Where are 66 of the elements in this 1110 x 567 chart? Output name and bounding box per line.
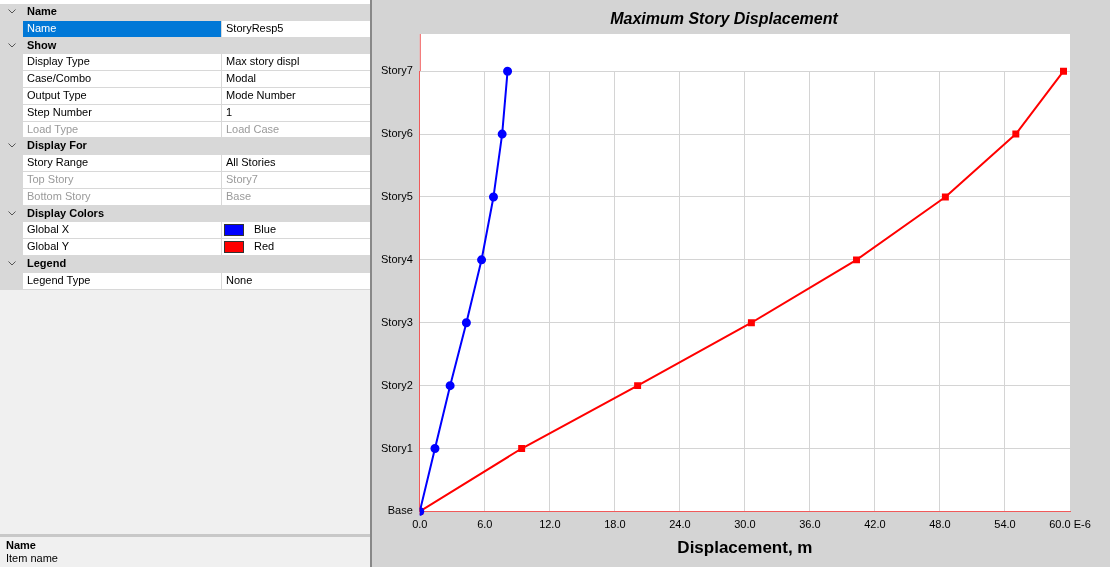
- text: Case/Combo: [27, 72, 92, 85]
- text: Name: [27, 5, 57, 17]
- text: 1: [226, 105, 233, 118]
- x-tick-label: 60.0 E-6: [1049, 518, 1091, 531]
- text: StoryResp5: [226, 21, 284, 34]
- text: Bottom Story: [27, 189, 91, 202]
- text: Display Type: [27, 55, 90, 68]
- text: Story Range: [27, 156, 89, 169]
- y-tick-label: Story4: [380, 252, 413, 265]
- x-tick-label: 24.0: [669, 518, 691, 531]
- y-tick-label: Story6: [380, 127, 413, 140]
- text: Max story displ: [226, 55, 300, 68]
- text: Legend: [27, 257, 67, 269]
- point: [461, 318, 471, 328]
- text: Item name: [6, 552, 58, 564]
- point: [488, 192, 498, 202]
- point: [503, 66, 513, 76]
- y-tick-label: Story7: [380, 64, 413, 77]
- text: Legend Type: [27, 273, 91, 286]
- text: Show: [27, 38, 57, 51]
- text: Top Story: [27, 173, 74, 185]
- text: None: [226, 273, 253, 286]
- y-tick-label: Story2: [380, 378, 413, 391]
- text: Story7: [226, 173, 258, 185]
- text: Output Type: [27, 89, 87, 101]
- text: Red: [254, 240, 275, 253]
- text: Mode Number: [226, 89, 296, 101]
- point: [1060, 67, 1067, 75]
- x-tick-label: 36.0: [799, 518, 821, 531]
- point: [853, 256, 860, 264]
- point: [1012, 130, 1020, 138]
- y-tick-label: Story1: [380, 441, 413, 454]
- y-tick-label: Story3: [380, 315, 413, 328]
- point: [477, 255, 487, 265]
- text: Global X: [27, 223, 70, 236]
- text: Name: [27, 21, 57, 34]
- text: Name: [6, 539, 36, 551]
- point: [497, 129, 507, 139]
- point: [941, 193, 949, 201]
- x-tick-label: 0.0: [412, 518, 428, 531]
- x-tick-label: 48.0: [929, 518, 951, 531]
- x-tick-label: 18.0: [604, 518, 626, 531]
- point: [445, 381, 455, 391]
- text: Modal: [226, 72, 256, 85]
- text: Load Case: [226, 122, 280, 135]
- y-tick-label: Base: [387, 504, 413, 517]
- point: [518, 445, 526, 452]
- x-tick-label: 6.0: [477, 518, 493, 531]
- text: Global Y: [27, 240, 69, 253]
- x-tick-label: 42.0: [864, 518, 886, 531]
- point: [634, 382, 642, 390]
- text: Display For: [27, 139, 87, 152]
- y-tick-label: Story5: [380, 190, 413, 202]
- text: Step Number: [27, 105, 92, 118]
- point: [430, 444, 440, 454]
- text: Blue: [254, 223, 277, 236]
- text: All Stories: [226, 156, 276, 169]
- chart-title: Maximum Story Displacement: [610, 10, 839, 28]
- point: [747, 319, 755, 327]
- text: Load Type: [27, 122, 79, 135]
- x-tick-label: 12.0: [539, 518, 561, 531]
- x-axis-title: Displacement, m: [677, 538, 813, 558]
- text: Base: [226, 189, 252, 202]
- text: Display Colors: [27, 206, 105, 219]
- x-tick-label: 54.0: [994, 518, 1016, 531]
- x-tick-label: 30.0: [734, 518, 756, 531]
